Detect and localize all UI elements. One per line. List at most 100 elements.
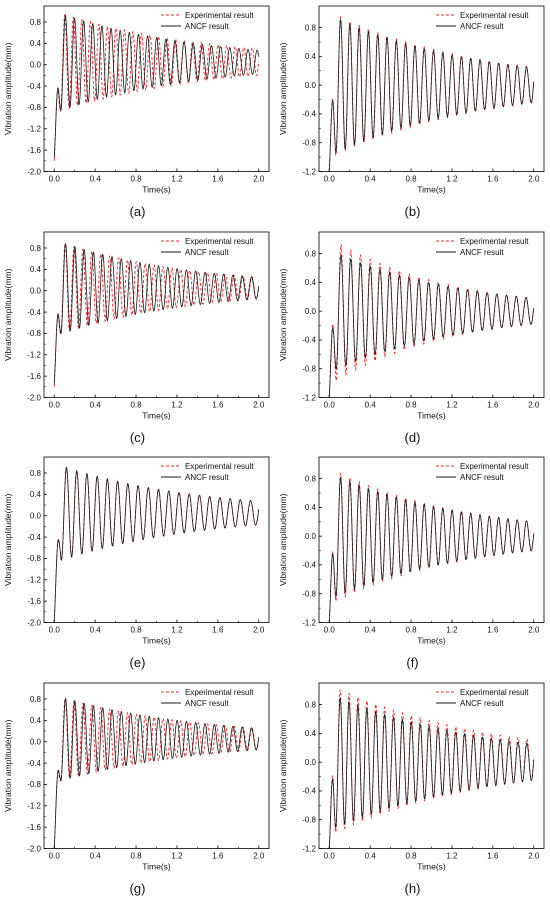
y-tick-label: 0.4 [305, 278, 317, 287]
x-axis-label: Time(s) [142, 636, 171, 646]
y-tick-label: 0.4 [305, 52, 317, 61]
x-tick-label: 2.0 [253, 175, 265, 184]
y-tick-label: -0.4 [302, 786, 316, 795]
y-tick-label: 0.4 [30, 716, 42, 725]
legend-label-experimental: Experimental result [460, 237, 529, 246]
y-tick-label: 0.4 [30, 490, 42, 499]
chart-svg-h: 0.0 0.4 0.8 1.2 1.6 2.0-1.2-0.8-0.40.00.40.8T… [278, 682, 545, 871]
chart-svg-f: 0.0 0.4 0.8 1.2 1.6 2.0-1.2-0.8-0.40.00.40.8T… [278, 456, 545, 646]
legend-label-ancf: ANCF result [185, 248, 229, 257]
y-tick-label: 0.0 [30, 512, 42, 521]
chart-svg-e: 0.0 0.4 0.8 1.2 1.6 2.0 -2.0 -1.6 -1.2 -0.8 -0.4 0.… [3, 456, 270, 646]
y-tick-label: -2.0 [27, 618, 41, 627]
y-tick-label: 0.8 [30, 243, 42, 252]
y-axis-label: Vibration amplitude(mm) [3, 268, 13, 361]
y-tick-label: -1.2 [27, 125, 41, 134]
x-axis-label: Time(s) [142, 410, 171, 420]
y-tick-label: -1.2 [27, 576, 41, 585]
y-tick-label: -1.6 [27, 822, 41, 831]
x-tick-label: 0.0 [324, 175, 336, 184]
x-axis-label: Time(s) [417, 861, 446, 871]
x-tick-label: 0.8 [130, 175, 142, 184]
y-tick-label: 0.8 [30, 18, 42, 27]
chart-svg-d: 0.0 0.4 0.8 1.2 1.6 2.0-1.2-0.8-0.40.00.40.8T… [278, 231, 545, 420]
y-tick-label: -0.8 [27, 329, 41, 338]
y-tick-label: 0.4 [30, 39, 42, 48]
chart-panel-c: 0.0 0.4 0.8 1.2 1.6 2.0 -2.0 -1.6 -1.2 -0.8 -0.4 0.… [0, 226, 275, 452]
x-axis-label: Time(s) [417, 185, 446, 195]
x-tick-label: 0.8 [405, 175, 417, 184]
panel-caption: (c) [129, 429, 146, 445]
x-tick-label: 1.2 [446, 175, 458, 184]
x-tick-label: 0.0 [49, 175, 61, 184]
y-tick-label: -0.8 [27, 780, 41, 789]
x-tick-label: 0.0 [324, 400, 336, 409]
x-tick-label: 2.0 [528, 626, 540, 635]
plot-frame [43, 231, 270, 398]
legend-label-ancf: ANCF result [185, 699, 229, 708]
y-tick-label: -0.8 [302, 364, 316, 373]
panel-caption: (g) [129, 880, 146, 896]
y-tick-label: -0.8 [302, 815, 316, 824]
y-axis-label: Vibration amplitude(mm) [278, 493, 288, 586]
series-line-ancf [328, 18, 535, 172]
x-tick-label: 0.0 [49, 400, 61, 409]
y-tick-label: -0.4 [302, 335, 316, 344]
y-tick-label: -1.2 [27, 350, 41, 359]
y-tick-label: 0.4 [305, 729, 317, 738]
x-tick-label: 1.2 [171, 175, 183, 184]
y-tick-label: -1.2 [302, 618, 316, 627]
x-tick-label: 1.2 [171, 400, 183, 409]
y-tick-label: 0.4 [30, 265, 42, 274]
x-tick-label: 2.0 [253, 851, 265, 860]
y-tick-label: 0.8 [305, 700, 317, 709]
y-tick-label: -0.4 [27, 533, 41, 542]
x-tick-label: 1.6 [487, 400, 499, 409]
legend-label-experimental: Experimental result [460, 11, 529, 20]
panel-caption: (f) [406, 655, 419, 670]
legend-label-ancf: ANCF result [460, 699, 504, 708]
y-tick-label: 0.0 [30, 286, 42, 295]
series-line-ancf [53, 466, 260, 623]
legend-label-ancf: ANCF result [185, 473, 229, 482]
y-axis-label: Vibration amplitude(mm) [278, 268, 288, 361]
y-tick-label: 0.8 [30, 469, 42, 478]
x-tick-label: 1.2 [446, 851, 458, 860]
y-tick-label: -1.6 [27, 371, 41, 380]
x-tick-label: 2.0 [253, 626, 265, 635]
x-tick-label: 2.0 [253, 400, 265, 409]
x-axis-label: Time(s) [417, 410, 446, 420]
y-axis-label: Vibration amplitude(mm) [3, 493, 13, 586]
series-line-experimental [53, 14, 260, 161]
panel-caption: (b) [404, 204, 421, 219]
x-tick-label: 0.4 [365, 626, 377, 635]
x-tick-label: 0.4 [365, 400, 377, 409]
panel-caption: (d) [404, 429, 421, 445]
y-tick-label: 0.0 [305, 81, 317, 90]
legend-label-experimental: Experimental result [460, 462, 529, 471]
series-line-experimental [53, 466, 260, 623]
y-tick-label: 0.0 [30, 737, 42, 746]
legend-label-experimental: Experimental result [185, 11, 254, 20]
y-tick-label: -0.4 [302, 110, 316, 119]
series-line-ancf [53, 697, 260, 849]
x-tick-label: 0.4 [90, 400, 102, 409]
y-tick-label: -1.2 [302, 844, 316, 853]
y-tick-label: -2.0 [27, 844, 41, 853]
x-tick-label: 0.0 [49, 626, 61, 635]
series-line-ancf [53, 242, 260, 384]
series-line-ancf [328, 476, 535, 623]
chart-panel-f: 0.0 0.4 0.8 1.2 1.6 2.0 -1.2 -0.8 -0.4 0.0 0.4 0.8 T… [275, 451, 550, 677]
y-tick-label: 0.0 [305, 757, 317, 766]
legend-label-ancf: ANCF result [460, 473, 504, 482]
series-line-ancf [53, 14, 260, 159]
legend-label-experimental: Experimental result [460, 688, 529, 697]
chart-svg-a: 0.0 0.4 0.8 1.2 1.6 2.0 -2.0 -1.6 -1.2 -0.8 -0.4 0.… [3, 5, 270, 195]
x-tick-label: 0.4 [90, 626, 102, 635]
y-tick-label: -0.8 [27, 554, 41, 563]
series-line-ancf [328, 253, 535, 398]
x-tick-label: 2.0 [528, 400, 540, 409]
x-tick-label: 1.6 [212, 175, 224, 184]
x-axis-label: Time(s) [142, 861, 171, 871]
x-tick-label: 1.6 [487, 851, 499, 860]
